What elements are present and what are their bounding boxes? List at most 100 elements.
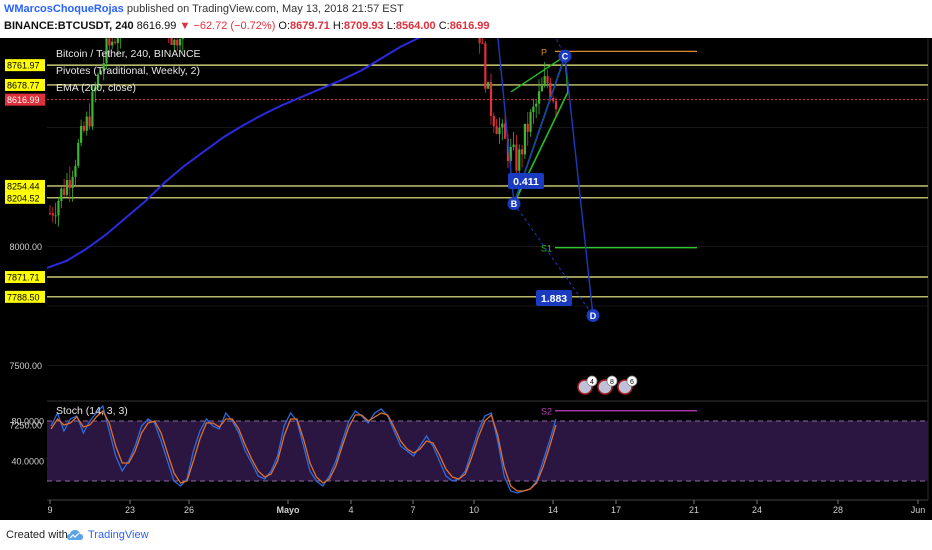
price-axis-tag <box>5 93 45 106</box>
candle-body <box>60 188 63 201</box>
harmonic-leg <box>510 55 566 93</box>
candle-body <box>178 39 182 46</box>
candle-body <box>113 41 117 43</box>
price-axis-tag <box>5 179 45 192</box>
open-value: 8679.71 <box>290 20 330 32</box>
candle-body <box>489 81 493 117</box>
pivot-label-p: P <box>541 47 547 57</box>
chart-header: WMarcosChoqueRojas published on TradingV… <box>0 0 932 38</box>
price-axis[interactable]: 7250.007500.008000.009000.009250.009500.… <box>4 38 45 467</box>
harmonic-point-label: C <box>562 52 569 62</box>
ohlc-line: BINANCE:BTCUSDT, 240 8616.99 ▼ −62.72 (−… <box>4 20 489 32</box>
harmonic-point-b <box>507 197 521 211</box>
price-axis-tag-label: 8761.97 <box>7 61 40 71</box>
harmonic-ratio-box <box>536 290 572 306</box>
harmonic-point-label: D <box>590 311 597 321</box>
price-axis-tag <box>5 78 45 91</box>
candle-body <box>535 103 538 107</box>
harmonic-point-c <box>558 49 572 63</box>
candle-body <box>99 71 102 75</box>
candle-body <box>532 106 535 113</box>
stoch-lines <box>50 404 557 494</box>
candle-body <box>549 82 552 98</box>
high-label: H: <box>332 20 344 32</box>
low-label: L: <box>386 20 396 32</box>
harmonic-ratio-label: 0.411 <box>513 176 539 188</box>
time-tick-label: 21 <box>689 505 699 515</box>
time-axis[interactable]: 9 23 26 Mayo 4 7 10 14 17 21 24 28 Jun <box>47 499 928 515</box>
candle-body <box>484 43 487 89</box>
chart-legend: Bitcoin / Tether, 240, BINANCE Pivotes (… <box>56 48 201 417</box>
candle-body <box>506 138 510 162</box>
candle-body <box>540 86 543 92</box>
created-with-text: Created with <box>6 529 68 541</box>
price-axis-tag <box>5 59 45 72</box>
candle-body <box>504 123 507 139</box>
candle-body <box>54 215 57 217</box>
high-value: 8709.93 <box>343 20 384 32</box>
time-tick-label: 7 <box>410 505 415 515</box>
candle-body <box>116 38 119 43</box>
candle-body <box>495 126 498 134</box>
candle-body <box>481 43 484 45</box>
time-tick-label: 28 <box>833 505 843 515</box>
harmonic-ratio-label: 1.883 <box>541 293 567 305</box>
price-axis-tag-label: 8254.44 <box>7 181 40 191</box>
price-axis-tag-label: 7871.71 <box>7 273 40 283</box>
event-count-badge <box>586 375 598 387</box>
legend-title: Bitcoin / Tether, 240, BINANCE <box>56 48 201 60</box>
harmonic-point-d <box>586 309 600 323</box>
time-tick-label: 4 <box>348 505 353 515</box>
legend-stoch: Stoch (14, 3, 3) <box>56 405 128 417</box>
candle-body <box>82 125 86 131</box>
last-price: 8616.99 <box>136 20 177 32</box>
close-value: 8616.99 <box>449 20 490 32</box>
legend-pivots: Pivotes (Traditional, Weekly, 2) <box>56 65 200 77</box>
candle-body <box>552 97 555 102</box>
candle-body <box>512 144 515 148</box>
price-change: ▼ −62.72 (−0.72%) <box>179 20 276 32</box>
candle-body <box>96 74 100 88</box>
candle-body <box>65 180 69 195</box>
harmonic-retrace <box>513 203 594 316</box>
candle-body <box>71 176 74 189</box>
pivot-label-s2: S2 <box>541 407 552 417</box>
harmonic-leg <box>497 38 515 204</box>
candle-body <box>501 123 504 128</box>
harmonic-ratio-box <box>508 173 544 189</box>
candle-body <box>68 180 71 189</box>
harmonic-point-label: B <box>511 199 518 209</box>
low-value: 8564.00 <box>395 20 436 32</box>
time-tick-label: Mayo <box>276 505 300 515</box>
stoch-background <box>47 420 928 482</box>
candle-body <box>77 142 80 166</box>
candle-body <box>492 116 495 127</box>
candle-body <box>515 144 518 171</box>
ema-200-line <box>46 38 558 269</box>
candle-body <box>498 127 501 134</box>
candle-body <box>181 38 184 40</box>
harmonic-leg <box>564 56 594 316</box>
close-label: C: <box>438 20 450 32</box>
candle-body <box>74 165 77 177</box>
author-link[interactable]: WMarcosChoqueRojas <box>4 3 124 15</box>
candle-body <box>91 91 94 127</box>
event-badges[interactable]: 4 8 6 <box>577 375 638 395</box>
tradingview-cloud-icon <box>67 530 83 540</box>
event-count: 4 <box>590 379 594 386</box>
candle-body <box>543 76 546 87</box>
price-axis-tag <box>5 191 45 204</box>
tradingview-link[interactable]: TradingView <box>88 529 149 541</box>
time-tick-label: 10 <box>469 505 479 515</box>
time-tick-label: Jun <box>911 505 926 515</box>
candle-body <box>111 41 114 46</box>
price-axis-tag-label: 8616.99 <box>7 95 40 105</box>
candle-body <box>478 38 481 44</box>
open-label: O: <box>278 20 291 32</box>
footer: Created with TradingView <box>0 520 932 550</box>
price-tick-label: 7500.00 <box>9 361 42 371</box>
candle-body <box>170 38 173 46</box>
price-axis-tag-label: 7788.50 <box>7 292 40 302</box>
